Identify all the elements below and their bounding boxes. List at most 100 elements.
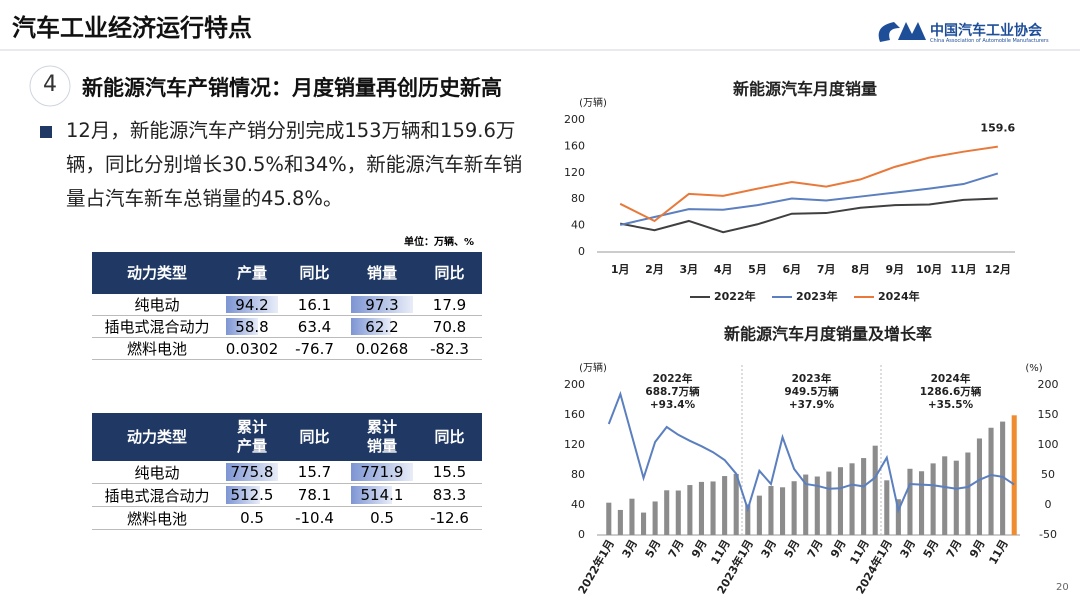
header-row: 动力类型 产量 同比 销量 同比 bbox=[92, 252, 482, 294]
table-cell: -10.4 bbox=[282, 506, 347, 530]
page-number: 20 bbox=[1056, 582, 1069, 593]
table-cell: 纯电动 bbox=[92, 461, 222, 484]
bar bbox=[675, 490, 681, 535]
table-cell: -12.6 bbox=[417, 506, 482, 530]
legend-label: 2023年 bbox=[796, 289, 838, 303]
header-row: 动力类型 累计 产量 同比 累计 销量 同比 bbox=[92, 413, 482, 461]
bar bbox=[640, 512, 647, 535]
table-cell: 63.4 bbox=[282, 315, 347, 338]
bar bbox=[942, 456, 948, 535]
header-cell: 产量 bbox=[222, 252, 282, 294]
annotation: 949.5万辆 bbox=[784, 385, 839, 398]
bar bbox=[918, 471, 925, 535]
annotation: 1286.6万辆 bbox=[920, 385, 982, 398]
bar bbox=[698, 481, 705, 535]
cell-text: -76.7 bbox=[295, 339, 334, 358]
bar bbox=[976, 438, 983, 535]
cell-text: 70.8 bbox=[432, 317, 467, 336]
table-row: 燃料电池 0.5 -10.4 0.5 -12.6 bbox=[92, 506, 482, 530]
cell-text: -12.6 bbox=[430, 509, 469, 527]
table-wrap: 动力类型 产量 同比 销量 同比 纯电动 94.2 16.1 97.3 17.9 插电式混合动力 58… bbox=[92, 252, 482, 360]
bar bbox=[756, 495, 762, 535]
growth-line bbox=[607, 390, 1015, 514]
y-tick-label: 80 bbox=[571, 468, 585, 481]
y-axis-label: (万辆) bbox=[579, 96, 607, 109]
header-cell: 累计 产量 bbox=[222, 413, 282, 461]
cell-text: 15.5 bbox=[432, 463, 467, 481]
table-row: 插电式混合动力 512.5 78.1 514.1 83.3 bbox=[92, 483, 482, 507]
data-table: 动力类型 累计 产量 同比 累计 销量 同比 纯电动 775.8 15.7 771.9 15.5 插… bbox=[92, 413, 482, 530]
data-label: 159.6 bbox=[980, 122, 1015, 135]
table-cell: 70.8 bbox=[417, 315, 482, 338]
data-bar bbox=[351, 463, 413, 481]
x-tick-label: 9月 bbox=[886, 263, 905, 276]
bar bbox=[826, 471, 832, 535]
y2-tick-label: 150 bbox=[1038, 408, 1059, 421]
cell-text: 纯电动 bbox=[134, 296, 180, 314]
table-cell: 燃料电池 bbox=[92, 506, 222, 530]
bar bbox=[861, 458, 867, 535]
bar bbox=[687, 485, 693, 535]
table-row: 纯电动 775.8 15.7 771.9 15.5 bbox=[92, 461, 482, 484]
data-bar bbox=[351, 318, 391, 335]
x-tick-label: 12月 bbox=[985, 263, 1011, 276]
bar bbox=[907, 468, 913, 535]
bar bbox=[768, 486, 774, 535]
data-bar bbox=[226, 296, 278, 313]
y-tick-label: 0 bbox=[578, 245, 585, 258]
section-number: 4 bbox=[43, 72, 57, 97]
table-cell: 58.8 bbox=[222, 315, 282, 338]
table-row: 燃料电池 0.0302 -76.7 0.0268 -82.3 bbox=[92, 337, 482, 360]
bar bbox=[895, 499, 901, 535]
bar bbox=[988, 427, 994, 535]
cell-text: 17.9 bbox=[432, 295, 467, 314]
bar bbox=[803, 474, 809, 535]
x-tick-label: 11月 bbox=[986, 538, 1010, 567]
cell-text: 插电式混合动力 bbox=[104, 318, 210, 336]
annotation: 2023年 bbox=[792, 372, 832, 385]
y2-tick-label: 50 bbox=[1041, 468, 1055, 481]
y2-tick-label: -50 bbox=[1039, 528, 1057, 541]
cell-text: 0.0302 bbox=[225, 339, 279, 358]
section-badge bbox=[29, 65, 71, 107]
y-tick-label: 40 bbox=[571, 219, 585, 232]
cell-text: 燃料电池 bbox=[126, 509, 187, 528]
annotation: 2022年 bbox=[653, 372, 693, 385]
y2-tick-label: 200 bbox=[1038, 378, 1059, 391]
table-row: 插电式混合动力 58.8 63.4 62.2 70.8 bbox=[92, 315, 482, 338]
table-cell: 0.5 bbox=[347, 506, 417, 530]
logo-mark bbox=[878, 22, 926, 42]
cell-text: 514.1 bbox=[360, 486, 404, 504]
x-tick-label: 9月 bbox=[967, 538, 988, 561]
x-tick-label: 7月 bbox=[944, 538, 965, 561]
bar bbox=[779, 487, 786, 535]
y-tick-label: 160 bbox=[564, 139, 585, 152]
x-tick-label: 7月 bbox=[666, 538, 687, 561]
table-wrap: 动力类型 累计 产量 同比 累计 销量 同比 纯电动 775.8 15.7 771.9 15.5 插… bbox=[92, 413, 482, 530]
y2-axis-label: (%) bbox=[1025, 363, 1042, 374]
table-cell: 94.2 bbox=[222, 294, 282, 316]
table-cell: 0.5 bbox=[222, 506, 282, 530]
x-tick-label: 2022年1月 bbox=[575, 537, 617, 596]
cell-text: -82.3 bbox=[430, 339, 469, 358]
header-cell: 动力类型 bbox=[92, 413, 222, 461]
bar bbox=[872, 445, 878, 535]
bullet-text: 12月，新能源汽车产销分别完成153万辆和159.6万辆，同比分别增长30.5%… bbox=[66, 119, 523, 210]
cell-text: 97.3 bbox=[365, 295, 399, 314]
bar bbox=[930, 463, 936, 535]
table-cell: 78.1 bbox=[282, 483, 347, 507]
x-tick-label: 3月 bbox=[898, 538, 919, 561]
table-cell: 775.8 bbox=[222, 461, 282, 484]
cell-text: 15.7 bbox=[297, 463, 332, 481]
y-tick-label: 40 bbox=[571, 498, 585, 511]
cell-text: 燃料电池 bbox=[126, 340, 187, 358]
table-cell: 771.9 bbox=[347, 461, 417, 484]
cell-text: 83.3 bbox=[432, 486, 467, 504]
x-tick-label: 5月 bbox=[748, 263, 767, 276]
bar bbox=[1000, 421, 1006, 535]
data-bar bbox=[226, 486, 261, 504]
y-tick-label: 160 bbox=[564, 408, 585, 421]
header-cell: 动力类型 bbox=[92, 252, 222, 294]
bar bbox=[710, 481, 716, 535]
